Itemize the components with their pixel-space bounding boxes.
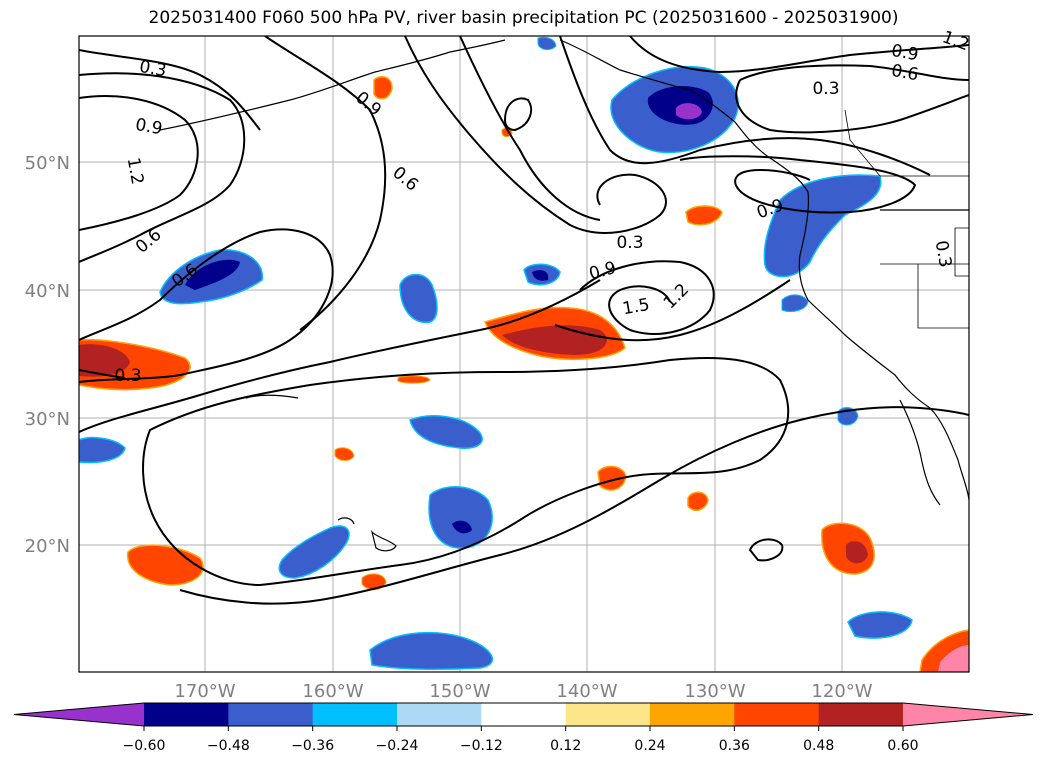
contour-label: 0.9 [890, 41, 920, 65]
colorbar-swatch [650, 703, 735, 726]
precip-blob-small-pos-3 [397, 375, 431, 384]
colorbar-tick-label: 0.24 [634, 738, 665, 754]
precip-core-corner-pos [938, 645, 969, 672]
colorbar-swatch [144, 703, 229, 726]
contour-label: 0.6 [132, 225, 166, 258]
precip-blob-south-east [847, 611, 913, 639]
colorbar-tick-label: 0.48 [803, 738, 834, 754]
map-title: 2025031400 F060 500 hPa PV, river basin … [148, 8, 899, 28]
precip-positive-areas [79, 75, 969, 672]
colorbar-extend-min [14, 703, 144, 726]
lat-label: 20°N [25, 536, 70, 557]
contour-label: 0.9 [587, 258, 618, 284]
colorbar-swatch [818, 703, 904, 726]
precip-blob-ne-pos [685, 205, 723, 226]
map-frame [78, 35, 970, 673]
lat-label: 40°N [25, 281, 70, 302]
precip-blob-small-pos-1 [334, 447, 355, 461]
precip-blob-central-1 [399, 273, 438, 324]
lon-label: 160°W [302, 681, 363, 702]
colorbar-tick-label: −0.12 [460, 738, 503, 754]
longitude-labels: 170°W 160°W 150°W 140°W 130°W 120°W [174, 681, 872, 702]
colorbar-swatch [481, 703, 567, 726]
colorbar-tick-label: −0.24 [376, 738, 419, 754]
lat-label: 30°N [25, 409, 70, 430]
lon-label: 130°W [684, 681, 745, 702]
precip-blob-top [537, 36, 557, 51]
contour-label: 0.3 [931, 239, 955, 269]
precip-min-gulf-alaska [676, 103, 702, 120]
precip-core-subtropic-2 [452, 520, 472, 534]
contour-label: 0.9 [134, 115, 164, 139]
colorbar-swatch [397, 703, 482, 726]
contour-label: 0.6 [388, 163, 422, 196]
contour-label: 0.3 [114, 366, 141, 386]
colorbar-tick-label: −0.48 [207, 738, 250, 754]
colorbar-tick-label: 0.36 [719, 738, 750, 754]
precip-core-west-pos [79, 344, 130, 377]
coastlines [159, 39, 969, 552]
precip-blob-subtropic-2 [428, 486, 493, 549]
map-plot-area [79, 36, 969, 672]
precip-blob-pnw [763, 174, 882, 278]
precip-blob-hawaii [278, 525, 350, 579]
colorbar-tick-label: 0.60 [887, 738, 918, 754]
contour-label: 0.6 [890, 61, 920, 85]
lat-label: 50°N [25, 153, 70, 174]
colorbar: −0.60 −0.48 −0.36 −0.24 −0.12 0.12 0.24 0.36 0.4… [13, 702, 1034, 754]
precip-blob-subtropic-1 [409, 415, 483, 449]
contour-label: 0.3 [616, 233, 643, 253]
colorbar-extend-max [903, 703, 1033, 726]
lon-label: 170°W [174, 681, 235, 702]
lon-label: 150°W [429, 681, 490, 702]
colorbar-swatch [565, 703, 651, 726]
lon-label: 140°W [556, 681, 617, 702]
precip-core-dateline [185, 259, 240, 290]
colorbar-tick-label: 0.12 [550, 738, 581, 754]
pv-contours [79, 36, 969, 605]
contour-label: 1.2 [660, 280, 693, 313]
precip-blob-south [369, 631, 493, 670]
precip-blob-small-pos-2 [361, 573, 387, 591]
precip-blob-ca-coast [781, 294, 809, 313]
contour-label: 1.2 [123, 156, 147, 186]
state-borders [844, 109, 969, 329]
precip-blob-mid-pos-2 [687, 491, 709, 511]
precip-negative-areas [79, 36, 913, 670]
contour-label: 0.3 [138, 57, 168, 81]
colorbar-swatch [312, 703, 398, 726]
colorbar-tick-label: −0.36 [291, 738, 334, 754]
precip-blob-top-pos [373, 75, 393, 100]
colorbar-swatch [228, 703, 314, 726]
precip-blob-sw-pos [127, 544, 204, 586]
latitude-labels: 50°N 40°N 30°N 20°N [25, 153, 70, 557]
precip-blob-west-edge [79, 436, 126, 464]
precip-blob-mid-pos-1 [597, 465, 627, 491]
contour-label: 1.2 [940, 27, 972, 55]
colorbar-swatch [734, 703, 820, 726]
precip-core-central-2 [532, 270, 549, 281]
contour-label: 0.3 [812, 79, 839, 99]
contour-label: 1.5 [621, 295, 651, 319]
precip-core-se-pos [846, 541, 868, 564]
colorbar-tick-label: −0.60 [123, 738, 166, 754]
lon-label: 120°W [811, 681, 872, 702]
